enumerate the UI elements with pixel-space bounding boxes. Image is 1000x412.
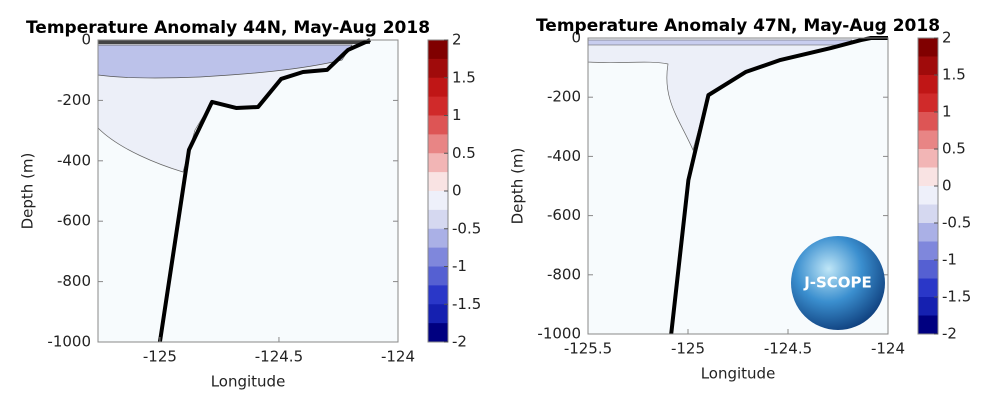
colorbar-tick-label: 0.5 xyxy=(452,144,476,162)
colorbar-tick-label: -0.5 xyxy=(452,219,481,237)
colorbar-tick-label: 1 xyxy=(942,103,952,121)
colorbar-tick-label: 1.5 xyxy=(452,68,476,86)
plot-frame xyxy=(587,37,889,335)
x-tick-label: -124.5 xyxy=(255,348,303,366)
x-tick-label: -124 xyxy=(871,340,905,358)
y-tick-label: 0 xyxy=(571,29,581,47)
colorbar-bin xyxy=(428,40,448,60)
colorbar-tick-label: 0 xyxy=(452,182,462,200)
x-tick-label: -125 xyxy=(671,340,705,358)
colorbar-bin xyxy=(918,315,938,335)
colorbar-bin xyxy=(428,191,448,211)
colorbar-bin xyxy=(918,297,938,316)
colorbar-bin xyxy=(428,134,448,154)
y-tick-label: -600 xyxy=(547,206,581,224)
colorbar-bin xyxy=(918,93,938,113)
x-tick-label: -124.5 xyxy=(764,340,812,358)
x-tick-label: -124 xyxy=(381,348,415,366)
colorbar-bin xyxy=(428,96,448,116)
logo: J-SCOPE xyxy=(791,236,885,330)
colorbar-tick-label: 2 xyxy=(452,31,462,49)
colorbar-tick-label: -2 xyxy=(452,333,467,351)
contour-region xyxy=(587,39,853,46)
y-tick-label: -600 xyxy=(57,212,91,230)
colorbar-bin xyxy=(428,304,448,324)
colorbar-bin xyxy=(428,115,448,135)
y-axis-label: Depth (m) xyxy=(509,148,527,225)
plot-frame xyxy=(97,39,399,343)
colorbar-bin xyxy=(428,172,448,192)
y-tick-label: -200 xyxy=(547,88,581,106)
colorbar-bin xyxy=(918,223,938,242)
logo-text: J-SCOPE xyxy=(803,274,872,292)
y-tick-label: -1000 xyxy=(47,333,91,351)
colorbar-tick-label: -1.5 xyxy=(942,288,971,306)
y-tick-label: -400 xyxy=(547,147,581,165)
colorbar-tick-label: 1 xyxy=(452,106,462,124)
colorbar-bin xyxy=(428,209,448,230)
logo-circle xyxy=(791,236,885,330)
y-tick-label: -200 xyxy=(57,91,91,109)
colorbar-bin xyxy=(918,130,938,150)
colorbar-bin xyxy=(428,285,448,305)
x-tick-label: -125.5 xyxy=(564,340,612,358)
y-tick-label: -800 xyxy=(57,272,91,290)
colorbar-bin xyxy=(918,260,938,279)
y-tick-label: -800 xyxy=(547,265,581,283)
chart-title: Temperature Anomaly 47N, May-Aug 2018 xyxy=(536,16,940,36)
colorbar-bin xyxy=(918,186,938,205)
y-axis-label: Depth (m) xyxy=(19,153,37,230)
colorbar-bin xyxy=(918,112,938,131)
colorbar-bin xyxy=(918,278,938,298)
colorbar-bin xyxy=(428,228,448,249)
x-axis-label: Longitude xyxy=(211,373,286,391)
y-tick-label: -1000 xyxy=(537,325,581,343)
x-tick-label: -125 xyxy=(143,348,177,366)
colorbar-tick-label: 1.5 xyxy=(942,66,966,84)
colorbar-bin xyxy=(918,167,938,187)
contour-region xyxy=(98,40,370,44)
colorbar-tick-label: -1 xyxy=(942,251,957,269)
colorbar-tick-label: 0 xyxy=(942,177,952,195)
colorbar-bin xyxy=(428,266,448,286)
colorbar-bin xyxy=(918,56,938,76)
x-axis-label: Longitude xyxy=(701,365,776,383)
colorbar-bin xyxy=(428,247,448,267)
colorbar-bin xyxy=(428,77,448,98)
colorbar-tick-label: 0.5 xyxy=(942,140,966,158)
colorbar-bin xyxy=(918,204,938,224)
contour-region xyxy=(97,44,353,79)
bathymetry-line xyxy=(157,38,371,343)
colorbar-bin xyxy=(918,241,938,261)
colorbar-bin xyxy=(918,149,938,168)
colorbar-tick-label: -1.5 xyxy=(452,295,481,313)
colorbar-tick-label: -0.5 xyxy=(942,214,971,232)
colorbar-bin xyxy=(918,38,938,57)
colorbar-tick-label: -2 xyxy=(942,325,957,343)
colorbar-bin xyxy=(428,153,448,173)
y-tick-label: -400 xyxy=(57,151,91,169)
colorbar-bin xyxy=(428,323,448,343)
colorbar-bin xyxy=(918,75,938,94)
chart-title: Temperature Anomaly 44N, May-Aug 2018 xyxy=(26,18,430,38)
colorbar-tick-label: -1 xyxy=(452,257,467,275)
colorbar-bin xyxy=(428,58,448,79)
y-tick-label: 0 xyxy=(81,31,91,49)
bathymetry-line xyxy=(669,36,888,335)
colorbar-tick-label: 2 xyxy=(942,29,952,47)
